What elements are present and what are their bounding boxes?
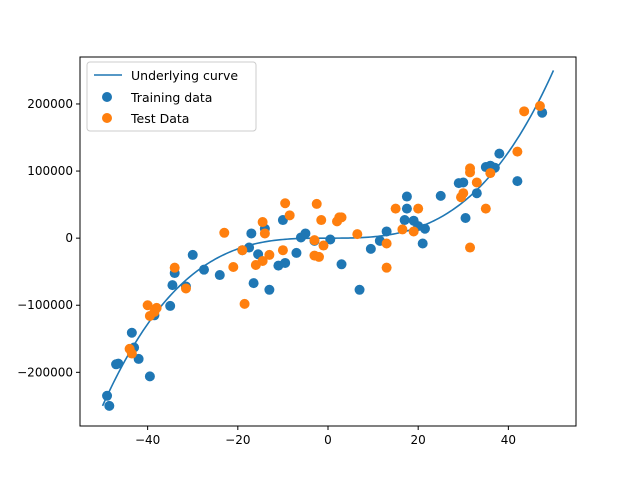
legend: Underlying curve Training data Test Data [86, 61, 257, 132]
legend-training-marker [102, 92, 112, 102]
y-tick-label: 200000 [27, 97, 73, 111]
training-data-point [325, 234, 336, 245]
training-data-point [291, 247, 302, 258]
training-data-point [417, 238, 428, 249]
test-data-point [309, 235, 320, 246]
test-data-point [284, 210, 295, 221]
test-data-point [259, 228, 270, 239]
test-data-point [277, 245, 288, 256]
test-data-point [316, 215, 327, 226]
training-data-point [214, 270, 225, 281]
test-data-point [280, 198, 291, 209]
training-data-point [460, 213, 471, 224]
test-data-point [485, 168, 496, 179]
test-data-point [534, 100, 545, 111]
training-data-point [354, 284, 365, 295]
training-data-point [401, 203, 412, 214]
y-tick-label: 100000 [27, 164, 73, 178]
legend-label-curve: Underlying curve [131, 68, 238, 83]
training-data-point [144, 371, 155, 382]
training-data-point [419, 223, 430, 234]
test-data-point [471, 177, 482, 188]
test-data-point [465, 242, 476, 253]
test-data-point [142, 300, 153, 311]
training-data-point [248, 278, 259, 289]
training-data-point [494, 148, 505, 159]
test-data-point [381, 262, 392, 273]
test-data-point [458, 188, 469, 199]
test-data-point [480, 203, 491, 214]
x-tick-label: 40 [501, 433, 516, 447]
test-data-point [318, 240, 329, 251]
test-data-point [413, 203, 424, 214]
training-data-point [246, 228, 257, 239]
y-tick-label: 0 [65, 231, 73, 245]
training-data-point [512, 176, 523, 187]
test-data-point [313, 251, 324, 262]
test-data-point [264, 249, 275, 260]
training-data-point [365, 243, 376, 254]
test-data-point [381, 238, 392, 249]
test-data-point [219, 227, 230, 238]
training-data-point [280, 257, 291, 268]
training-data-point [401, 191, 412, 202]
test-data-point [408, 226, 419, 237]
test-data-point [311, 198, 322, 209]
x-tick-label: 20 [411, 433, 426, 447]
training-data-point [264, 284, 275, 295]
test-data-point [519, 106, 530, 117]
training-data-point [102, 390, 113, 401]
test-data-point [151, 302, 162, 313]
legend-test-marker [102, 113, 112, 123]
test-data-point [465, 163, 476, 174]
test-data-point [237, 245, 248, 256]
test-data-point [239, 298, 250, 309]
training-data-point [435, 190, 446, 201]
x-tick-label: 0 [324, 433, 332, 447]
x-tick-label: −40 [135, 433, 160, 447]
test-data-point [228, 261, 239, 272]
training-data-point [167, 280, 178, 291]
test-data-series [124, 100, 545, 359]
training-data-point [104, 400, 115, 411]
training-data-point [399, 215, 410, 226]
legend-label-test: Test Data [130, 111, 189, 126]
training-data-point [133, 353, 144, 364]
legend-box [86, 61, 257, 132]
test-data-point [180, 283, 191, 294]
test-data-point [257, 217, 268, 228]
test-data-point [126, 348, 137, 359]
test-data-point [397, 224, 408, 235]
training-data-point [199, 264, 209, 275]
training-data-point [113, 358, 124, 369]
test-data-point [336, 212, 347, 223]
test-data-point [352, 229, 363, 240]
test-data-point [169, 262, 180, 273]
training-data-point [187, 249, 198, 260]
training-data-point [336, 259, 347, 270]
training-data-point [381, 226, 392, 237]
x-tick-label: −20 [225, 433, 250, 447]
training-data-point [165, 300, 176, 311]
training-data-point [300, 228, 311, 239]
test-data-point [512, 146, 523, 157]
plot-area [101, 70, 555, 411]
y-tick-label: −200000 [17, 365, 73, 379]
test-data-point [390, 203, 401, 214]
training-data-point [471, 188, 482, 199]
training-data-point [126, 327, 137, 338]
training-data-point [458, 177, 469, 188]
axes: −40 −20 0 20 40 −200000 −100000 0 100000 200000 [17, 97, 516, 447]
test-data-point [257, 255, 268, 266]
y-tick-label: −100000 [17, 298, 73, 312]
legend-label-training: Training data [130, 90, 212, 105]
